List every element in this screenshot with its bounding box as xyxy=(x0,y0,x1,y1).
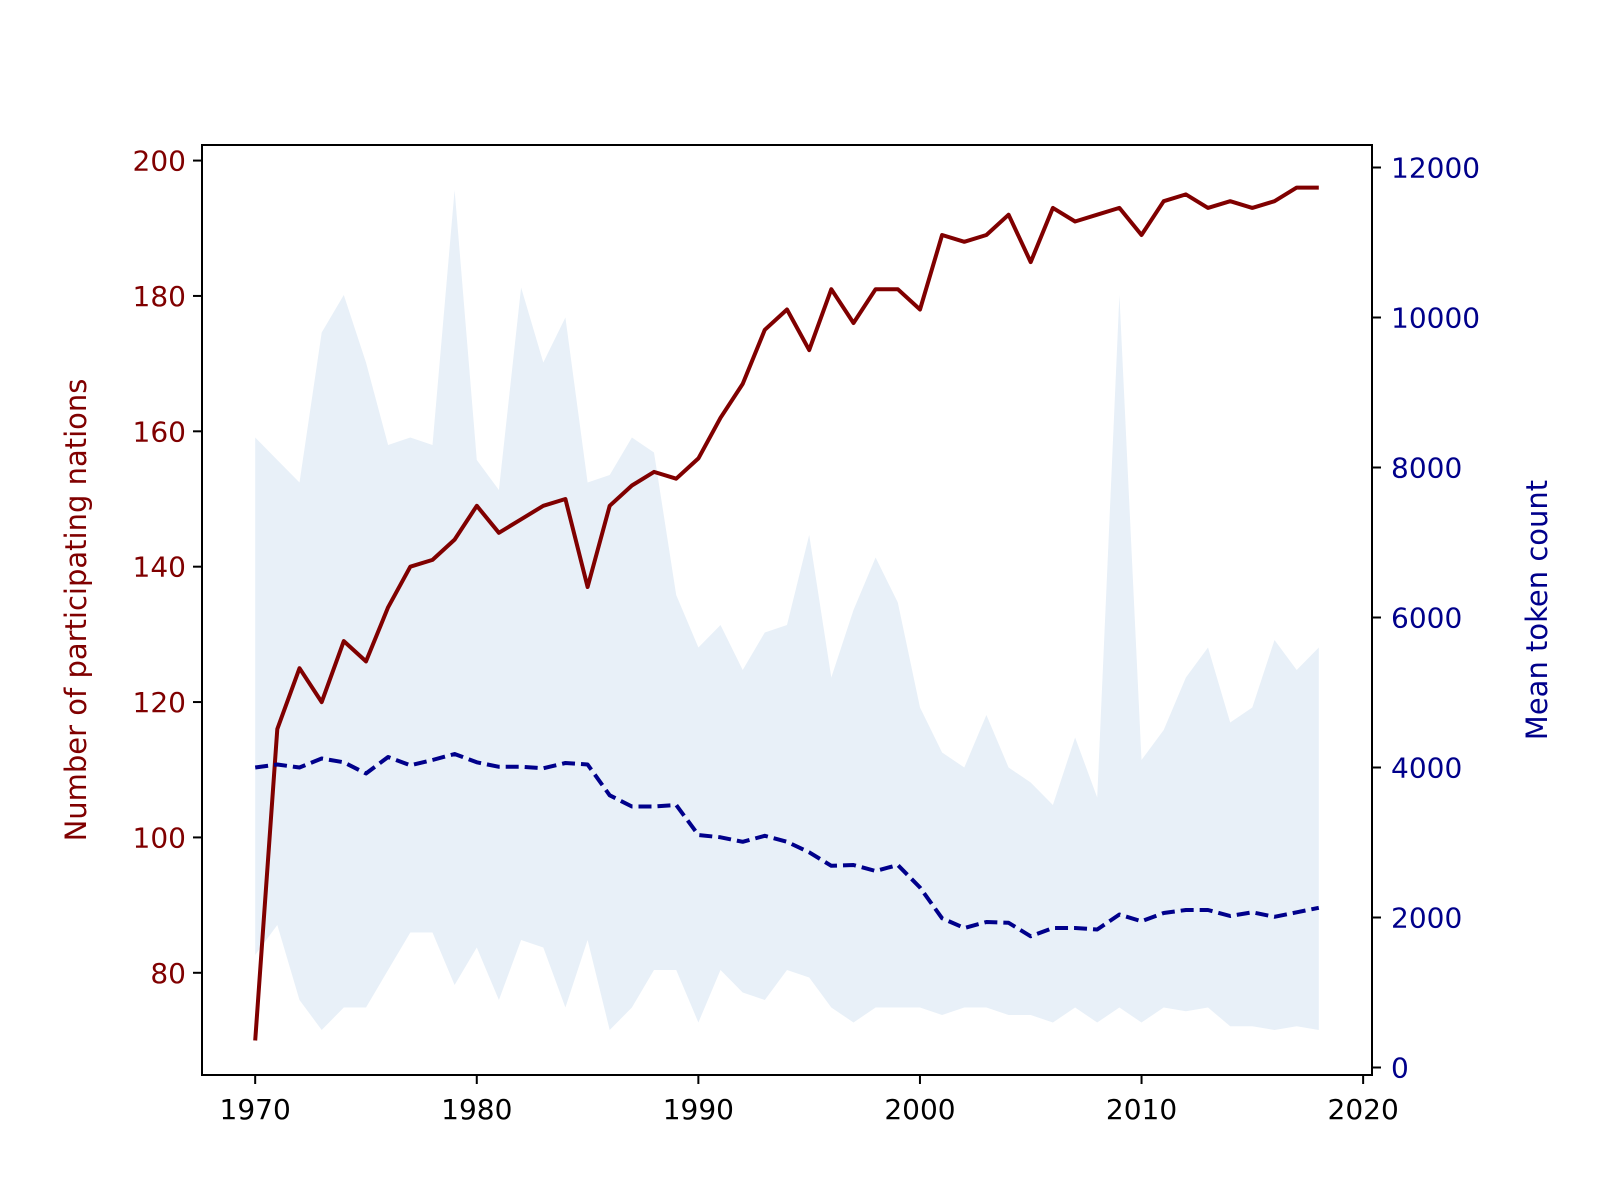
right-tick-label: 6000 xyxy=(1391,602,1462,635)
left-axis-title: Number of participating nations xyxy=(59,379,93,842)
right-tick-label: 4000 xyxy=(1391,752,1462,785)
right-tick-label: 8000 xyxy=(1391,452,1462,485)
x-axis: 1970 1980 1990 2000 2010 2020 xyxy=(220,1075,1399,1126)
token-range-band xyxy=(255,190,1319,1030)
left-y-axis: 80 100 120 140 160 180 200 xyxy=(133,145,202,990)
right-tick-label: 12000 xyxy=(1391,152,1480,185)
x-tick-label: 1980 xyxy=(441,1093,512,1126)
left-tick-label: 140 xyxy=(133,551,186,584)
left-tick-label: 80 xyxy=(150,957,186,990)
x-tick-label: 2020 xyxy=(1328,1093,1399,1126)
mean-token-count-line xyxy=(254,752,1320,939)
x-tick-label: 1970 xyxy=(220,1093,291,1126)
left-tick-label: 100 xyxy=(133,821,186,854)
left-tick-label: 200 xyxy=(133,145,186,178)
left-tick-label: 120 xyxy=(133,686,186,719)
x-tick-label: 2000 xyxy=(884,1093,955,1126)
right-tick-label: 2000 xyxy=(1391,902,1462,935)
right-y-axis: 0 2000 4000 6000 8000 10000 12000 xyxy=(1372,152,1480,1085)
series-layer xyxy=(253,185,1320,1041)
right-tick-label: 10000 xyxy=(1391,302,1480,335)
x-tick-label: 2010 xyxy=(1106,1093,1177,1126)
x-tick-label: 1990 xyxy=(663,1093,734,1126)
right-tick-label: 0 xyxy=(1391,1052,1409,1085)
participating-nations-line xyxy=(253,185,1319,1041)
left-tick-label: 160 xyxy=(133,415,186,448)
token-range-band-layer xyxy=(255,190,1319,1030)
left-tick-label: 180 xyxy=(133,280,186,313)
plot-frame xyxy=(201,144,1373,1076)
right-axis-title: Mean token count xyxy=(1520,480,1554,740)
